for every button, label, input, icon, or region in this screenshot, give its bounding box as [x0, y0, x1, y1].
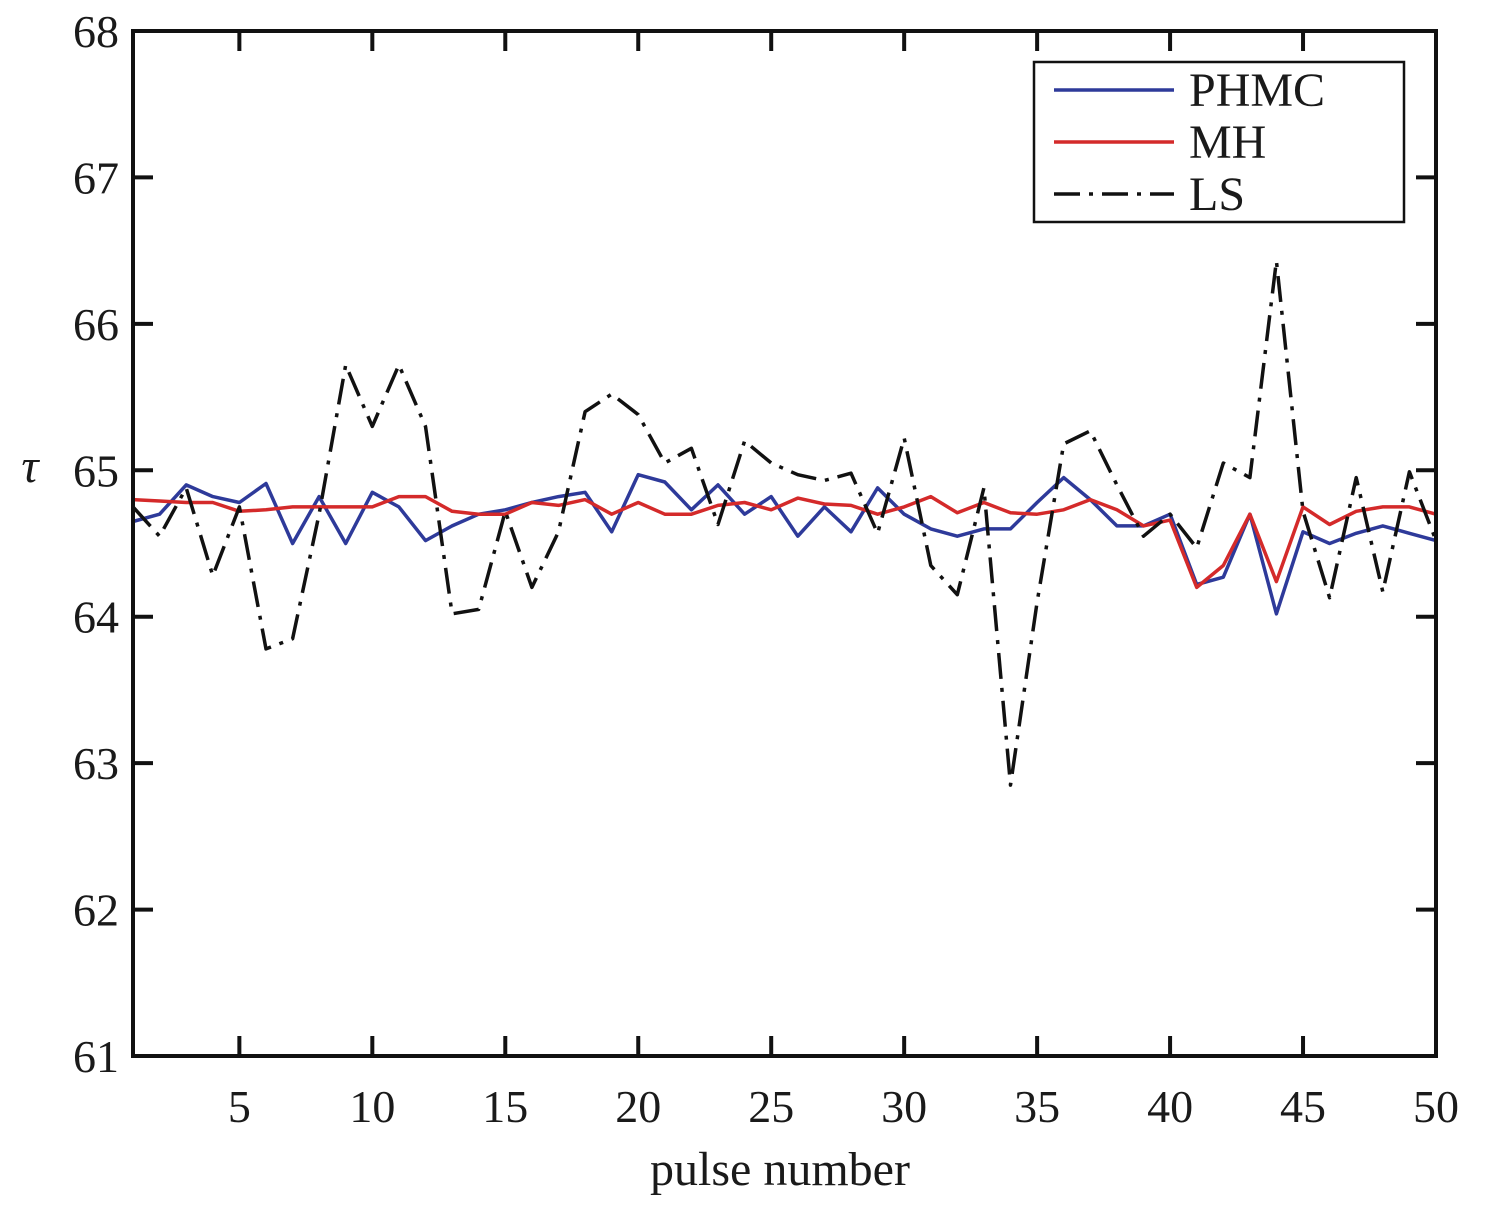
legend-label-mh: MH — [1189, 116, 1266, 169]
y-tick-label: 65 — [73, 445, 119, 496]
legend-label-phmc: PHMC — [1189, 64, 1325, 117]
x-tick-label: 45 — [1280, 1081, 1326, 1132]
x-tick-label: 50 — [1413, 1081, 1459, 1132]
y-tick-label: 68 — [73, 6, 119, 57]
y-tick-label: 63 — [73, 738, 119, 789]
y-axis-title: τ — [21, 440, 40, 493]
legend-label-ls: LS — [1189, 168, 1245, 221]
tick-layer — [133, 29, 1438, 1058]
tick-label-layer: 5 10 15 20 25 30 35 40 45 50 61 62 63 64 65 66 67 68 — [73, 6, 1459, 1132]
x-tick-label: 30 — [881, 1081, 927, 1132]
x-axis-title: pulse number — [650, 1143, 910, 1196]
x-tick-label: 20 — [615, 1081, 661, 1132]
x-tick-label: 35 — [1014, 1081, 1060, 1132]
x-tick-label: 15 — [482, 1081, 528, 1132]
series-layer — [131, 259, 1438, 787]
x-tick-label: 5 — [228, 1081, 251, 1132]
y-tick-label: 64 — [73, 592, 119, 643]
x-tick-label: 10 — [349, 1081, 395, 1132]
x-tick-label: 40 — [1147, 1081, 1193, 1132]
y-tick-label: 61 — [73, 1031, 119, 1082]
y-tick-label: 67 — [73, 152, 119, 203]
series-line-ls — [131, 259, 1438, 787]
x-tick-label: 25 — [748, 1081, 794, 1132]
series-line-phmc — [132, 472, 1437, 616]
y-tick-label: 62 — [73, 885, 119, 936]
series-line-mh — [132, 494, 1437, 590]
plot-frame — [131, 29, 1438, 1058]
y-tick-label: 66 — [73, 299, 119, 350]
